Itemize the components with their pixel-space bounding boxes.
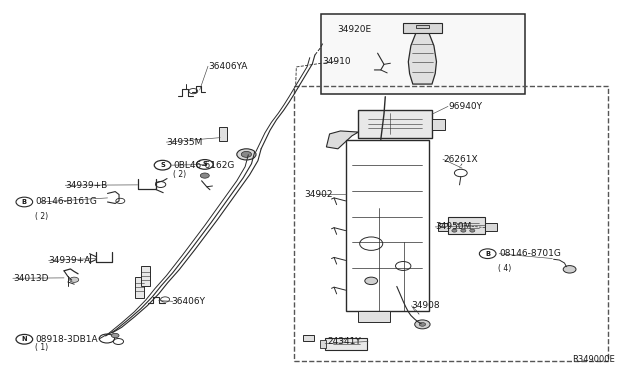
Text: ( 2): ( 2) [35,212,48,221]
Bar [325,338,367,350]
Text: 34950M: 34950M [435,222,472,231]
Text: 24341Y: 24341Y [327,337,361,346]
Bar [485,223,497,231]
Text: 26261X: 26261X [443,155,477,164]
Bar [448,217,485,234]
Text: R349000E: R349000E [572,355,614,364]
Text: 08918-3DB1A: 08918-3DB1A [35,335,98,344]
Text: 0BL46-6162G: 0BL46-6162G [173,161,235,170]
Text: 34902: 34902 [305,190,333,199]
Text: 36406YA: 36406YA [208,62,248,71]
Bar [135,277,144,298]
Circle shape [470,229,475,232]
Text: S: S [202,161,207,167]
Bar [320,340,326,348]
Text: S: S [160,162,165,168]
Text: 34013D: 34013D [13,274,48,283]
Bar [358,311,390,322]
Bar [438,223,448,231]
Text: 34908: 34908 [412,301,440,310]
Text: 36406Y: 36406Y [172,297,205,306]
Circle shape [365,277,378,285]
Bar [403,23,442,33]
Text: B: B [22,199,27,205]
Bar [294,86,608,361]
Polygon shape [326,131,358,149]
Bar [432,119,445,130]
Bar [358,110,432,138]
Circle shape [452,229,457,232]
Text: 34939+A: 34939+A [49,256,91,265]
Circle shape [461,229,466,232]
Bar [141,266,150,286]
Circle shape [237,149,256,160]
Text: ( 1): ( 1) [35,343,49,352]
Text: B: B [485,251,490,257]
Text: 34939+B: 34939+B [65,181,108,190]
Text: 34920E: 34920E [337,25,371,34]
Circle shape [111,333,119,338]
Text: ( 4): ( 4) [498,264,511,273]
Circle shape [419,323,426,326]
Text: 96940Y: 96940Y [448,102,482,111]
Text: 34935M: 34935M [166,138,203,147]
Bar [219,127,227,141]
Circle shape [563,266,576,273]
Text: 08146-B161G: 08146-B161G [36,198,98,206]
Text: 08146-8701G: 08146-8701G [499,249,561,258]
Text: N: N [22,336,27,342]
Circle shape [415,320,430,329]
Polygon shape [408,27,436,84]
Bar [416,25,429,28]
Bar [303,335,314,341]
Text: 34910: 34910 [322,57,351,65]
Text: ( 2): ( 2) [173,170,187,179]
Circle shape [241,151,252,157]
Circle shape [70,277,79,282]
Bar [321,14,525,94]
Circle shape [200,173,209,178]
